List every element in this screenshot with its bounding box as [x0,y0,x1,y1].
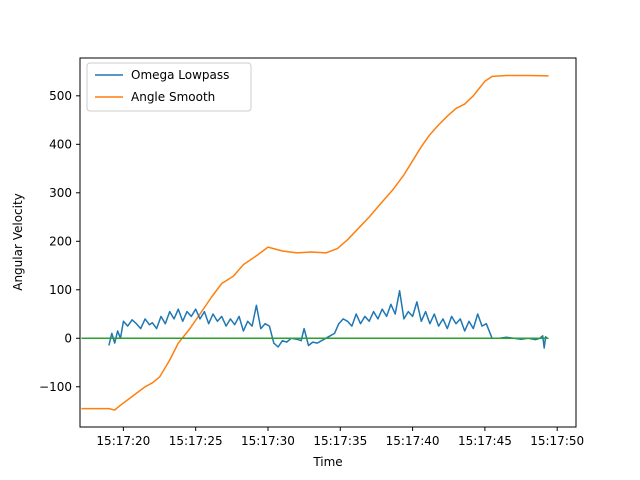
y-tick-label: 400 [49,137,72,151]
y-tick-label: 0 [64,331,72,345]
series-line-angle-smooth [81,74,549,411]
series-line-omega-lowpass [108,289,549,349]
x-tick-label: 15:17:30 [241,434,295,448]
legend-label: Angle Smooth [131,90,215,104]
series-layer [81,74,549,411]
y-tick-label: 200 [49,234,72,248]
y-tick-label: −100 [39,380,72,394]
legend-label: Omega Lowpass [131,68,229,82]
y-tick-label: 300 [49,186,72,200]
plot-frame [79,57,577,428]
x-tick-label: 15:17:25 [169,434,223,448]
x-tick-label: 15:17:40 [386,434,440,448]
y-tick-label: 500 [49,89,72,103]
x-tick-label: 15:17:50 [530,434,584,448]
x-tick-label: 15:17:20 [96,434,150,448]
x-tick-label: 15:17:35 [313,434,367,448]
ticks-layer: 15:17:20 15:17:25 15:17:30 15:17:35 15:17:40… [39,89,584,448]
legend: Omega Lowpass Angle Smooth [86,62,252,112]
y-axis-title: Angular Velocity [11,193,25,291]
x-axis-title: Time [312,455,342,469]
y-tick-label: 100 [49,283,72,297]
x-tick-label: 15:17:45 [458,434,512,448]
legend-box [86,62,252,112]
